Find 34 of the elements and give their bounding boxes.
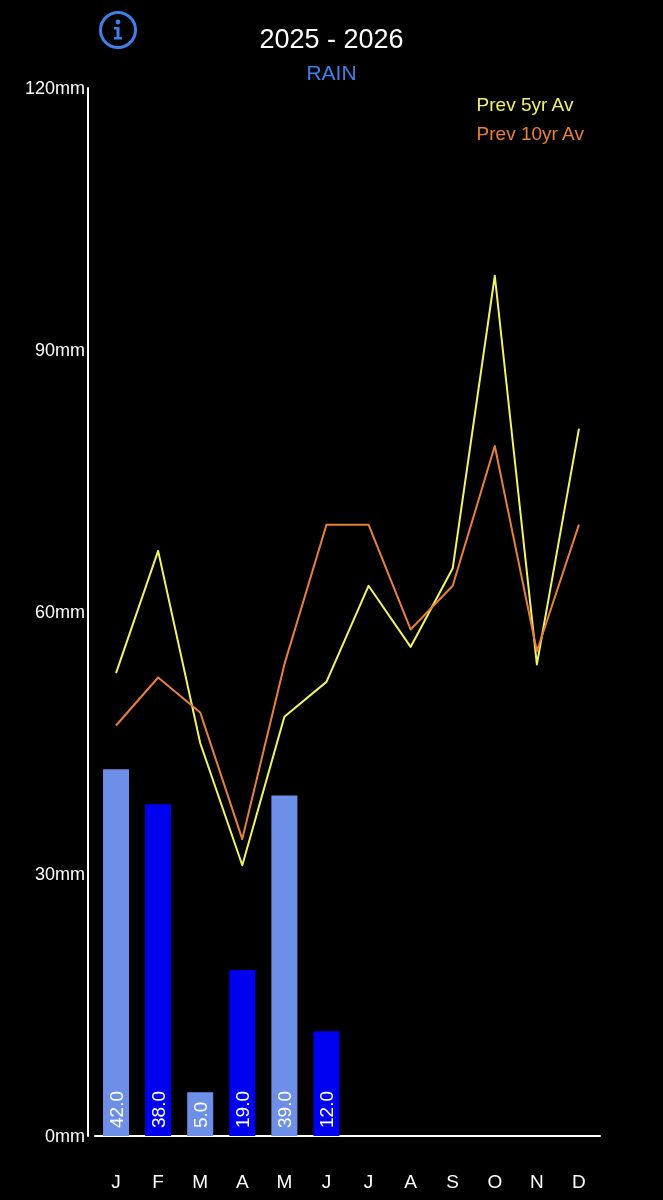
data-label: 38.0	[147, 1091, 169, 1128]
y-tick-label: 90mm	[34, 340, 85, 360]
line-series	[115, 274, 580, 867]
chart-subtitle: RAIN	[306, 61, 357, 84]
bar	[145, 804, 172, 1136]
bar	[103, 769, 130, 1136]
x-tick-label: N	[530, 1171, 544, 1192]
bar	[229, 970, 256, 1136]
x-tick-label: J	[321, 1171, 332, 1192]
y-tick-label: 30mm	[34, 864, 85, 884]
data-label: 5.0	[189, 1101, 211, 1128]
data-label: 12.0	[315, 1091, 337, 1128]
x-tick-label: J	[111, 1171, 121, 1192]
bar	[271, 795, 298, 1136]
x-tick-label: M	[192, 1171, 209, 1192]
text: Prev 10yr Av	[476, 123, 585, 144]
y-tick-label: 120mm	[24, 78, 85, 98]
y-tick-label: 0mm	[45, 1126, 85, 1146]
data-label: 39.0	[273, 1091, 295, 1128]
data-label: 19.0	[231, 1091, 253, 1128]
x-tick-label: A	[404, 1171, 418, 1192]
x-tick-label: M	[276, 1171, 293, 1192]
x-tick-label: O	[487, 1171, 503, 1192]
x-tick-label: A	[235, 1171, 249, 1192]
x-tick-label: F	[152, 1171, 164, 1192]
bar	[313, 1031, 340, 1136]
x-tick-label: J	[363, 1171, 374, 1192]
x-tick-label: D	[572, 1171, 586, 1192]
line-series	[115, 445, 580, 841]
data-label: 42.0	[105, 1091, 127, 1128]
chart-title: 2025 - 2026	[259, 23, 404, 54]
x-tick-label: S	[446, 1171, 460, 1192]
y-tick-label: 60mm	[34, 602, 85, 622]
text: Prev 5yr Av	[476, 94, 574, 115]
